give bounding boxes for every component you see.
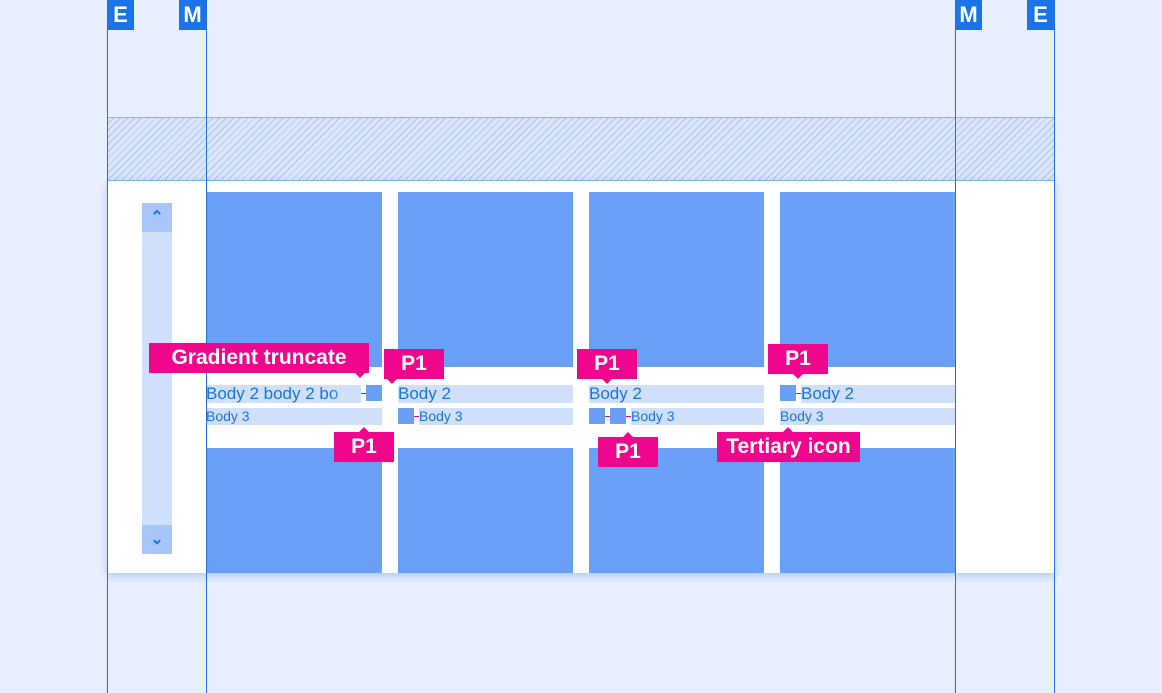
edge-line-left	[107, 0, 108, 693]
annotation-p1: P1	[384, 349, 444, 384]
annotation-gradient-truncate: Gradient truncate	[149, 343, 369, 378]
scroll-up-button[interactable]: ⌃	[142, 203, 172, 232]
body2-text: Body 2	[398, 385, 573, 403]
spacing-connector	[605, 416, 610, 417]
image-tile[interactable]	[398, 192, 573, 367]
image-tile[interactable]	[206, 448, 382, 573]
body2-text: Body 2 body 2 bo	[206, 385, 361, 403]
leading-icon[interactable]	[610, 408, 626, 424]
annotation-p1: P1	[577, 349, 637, 384]
annotation-p1: P1	[598, 432, 658, 467]
leading-icon[interactable]	[589, 408, 605, 424]
edge-badge-right: E	[1027, 0, 1054, 30]
body3-text: Body 3	[206, 408, 382, 425]
annotation-tertiary-icon: Tertiary icon	[717, 427, 860, 462]
image-tile[interactable]	[398, 448, 573, 573]
annotation-p1: P1	[768, 344, 828, 379]
chevron-up-icon: ⌃	[150, 209, 164, 226]
scroll-down-button[interactable]: ⌄	[142, 525, 172, 554]
image-tile[interactable]	[206, 192, 382, 367]
margin-badge-right: M	[955, 0, 982, 30]
spacing-connector	[796, 393, 801, 394]
image-tile[interactable]	[589, 192, 764, 367]
top-app-bar-region	[107, 117, 1054, 181]
body2-label: Body 2 body 2 bo	[206, 385, 339, 403]
image-tile[interactable]	[780, 192, 955, 367]
scrollbar[interactable]	[142, 203, 172, 553]
image-tile[interactable]	[780, 448, 955, 573]
body2-text: Body 2	[589, 385, 764, 403]
leading-icon[interactable]	[780, 385, 796, 401]
spacing-connector	[414, 416, 419, 417]
spacing-connector	[361, 393, 366, 394]
image-tile[interactable]	[589, 448, 764, 573]
spacing-connector	[626, 416, 631, 417]
body2-text: Body 2	[801, 385, 955, 403]
trailing-icon[interactable]	[366, 385, 382, 401]
body3-text: Body 3	[780, 408, 955, 425]
chevron-down-icon: ⌄	[150, 531, 164, 548]
edge-badge-left: E	[107, 0, 134, 30]
edge-line-right	[1054, 0, 1055, 693]
annotation-p1: P1	[334, 427, 394, 462]
margin-line-right	[955, 0, 956, 693]
body3-text: Body 3	[631, 408, 764, 425]
body3-text: Body 3	[419, 408, 573, 425]
leading-icon[interactable]	[398, 408, 414, 424]
margin-badge-left: M	[179, 0, 206, 30]
